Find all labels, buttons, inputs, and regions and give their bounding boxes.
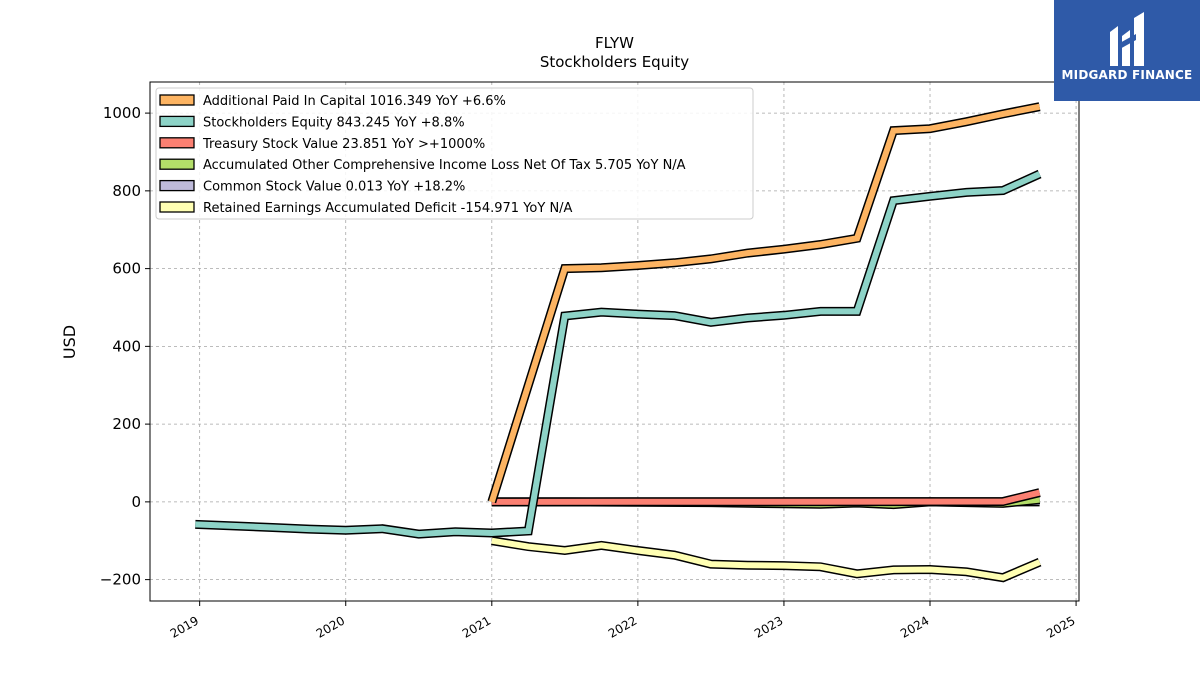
y-tick-label: 800	[112, 182, 141, 200]
plot-frame	[149, 81, 1080, 602]
stockholders-equity-line	[195, 171, 1041, 538]
x-tick-label: 2019	[168, 613, 201, 640]
legend-swatch	[159, 115, 195, 128]
legend-entry: Treasury Stock Value 23.851 YoY >+1000%	[202, 137, 485, 152]
y-axis-ticks: −200 0 200 400 600 800 1000	[100, 104, 150, 589]
x-tick-label: 2023	[752, 613, 785, 640]
logo-text: MIDGARD FINANCE	[1061, 68, 1193, 82]
legend-entry: Retained Earnings Accumulated Deficit -1…	[203, 201, 573, 216]
legend: Additional Paid In Capital 1016.349 YoY …	[155, 87, 754, 220]
legend-swatch	[159, 94, 195, 106]
midgard-finance-logo: MIDGARD FINANCE	[1054, 0, 1200, 101]
legend-entry: Accumulated Other Comprehensive Income L…	[203, 158, 686, 173]
x-axis-ticks: 2019 2020 2021 2022 2023 2024 2025	[168, 601, 1078, 641]
x-tick-label: 2024	[898, 613, 931, 640]
y-tick-label: 1000	[103, 104, 141, 122]
legend-swatch	[159, 201, 195, 213]
y-tick-label: −200	[100, 571, 141, 589]
x-tick-label: 2022	[606, 613, 639, 640]
y-tick-label: 200	[112, 415, 141, 433]
y-axis-label: USD	[60, 325, 79, 359]
treasury-stock-value-line	[491, 489, 1041, 505]
midgard-logo-icon	[1110, 12, 1144, 66]
y-tick-label: 0	[131, 493, 141, 511]
retained-earnings-accumulated-deficit-line	[491, 537, 1041, 581]
x-tick-label: 2021	[460, 613, 493, 640]
series-lines	[195, 102, 1042, 583]
y-tick-label: 600	[112, 260, 141, 278]
legend-swatch	[159, 179, 195, 192]
legend-swatch	[159, 137, 195, 149]
chart-subtitle: Stockholders Equity	[540, 53, 689, 71]
x-tick-label: 2020	[314, 613, 347, 640]
legend-entry: Additional Paid In Capital 1016.349 YoY …	[203, 94, 506, 109]
chart-title: FLYW	[595, 34, 634, 52]
legend-box	[155, 87, 754, 220]
legend-swatch	[159, 158, 195, 170]
legend-entry: Common Stock Value 0.013 YoY +18.2%	[203, 180, 465, 195]
additional-paid-in-capital-line	[488, 103, 1041, 503]
x-tick-label: 2025	[1044, 613, 1077, 640]
legend-entry: Stockholders Equity 843.245 YoY +8.8%	[203, 115, 465, 130]
y-tick-label: 400	[112, 337, 141, 355]
